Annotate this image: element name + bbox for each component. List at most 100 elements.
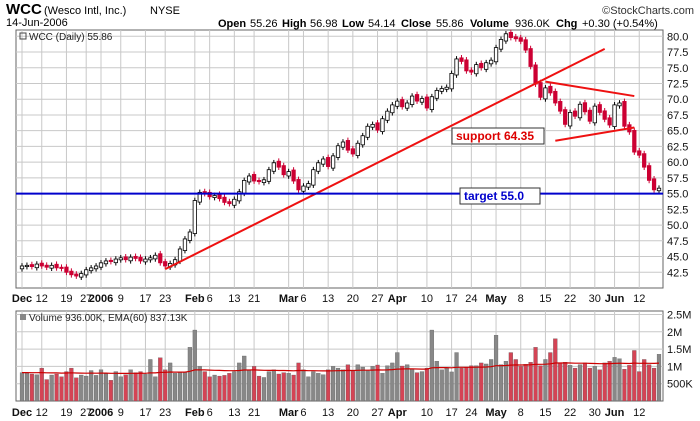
price-date-label: 27 (371, 293, 383, 305)
ticker-symbol: WCC (6, 1, 42, 18)
volume-bar (370, 366, 375, 402)
candle-body (266, 169, 272, 182)
candle-body (567, 112, 573, 127)
volume-bar (365, 370, 370, 402)
candle-body (409, 95, 415, 105)
volume-bar (390, 362, 395, 402)
candle-body (642, 153, 647, 168)
candle-body (498, 39, 504, 50)
volume-bar (395, 352, 400, 402)
open-label: Open (218, 18, 246, 30)
candle-body (350, 148, 355, 155)
candle-body (49, 264, 54, 269)
volume-bar (202, 371, 207, 402)
volume-bar (321, 374, 326, 402)
volume-bar (469, 365, 474, 402)
candle-body (177, 248, 183, 262)
volume-date-label: Mar (279, 407, 299, 419)
price-date-label: 2006 (89, 293, 113, 305)
price-gridlines (16, 30, 663, 288)
volume-tick-label: 500K (667, 379, 693, 391)
candle-body (29, 264, 35, 268)
volume-bar (281, 372, 286, 402)
candle-body (444, 86, 449, 90)
price-candles (19, 29, 662, 280)
volume-label: Volume (470, 18, 509, 30)
volume-bar (459, 367, 464, 402)
price-date-label: Mar (279, 293, 299, 305)
volume-date-label: 13 (322, 407, 334, 419)
candle-body (74, 273, 79, 277)
volume-bar (335, 367, 341, 402)
candle-body (335, 145, 341, 158)
volume-bar (98, 369, 104, 402)
price-tick-label: 67.5 (667, 110, 688, 122)
volume-bar (74, 377, 79, 402)
candle-body (656, 187, 662, 192)
volume-bar (444, 367, 449, 402)
price-tick-label: 65.0 (667, 126, 688, 138)
volume-bar (261, 377, 267, 402)
price-date-label: 10 (421, 293, 433, 305)
change-value: +0.30 (+0.54%) (582, 18, 658, 30)
volume-bar (291, 374, 296, 402)
candle-body (44, 264, 49, 268)
support-label: support 64.35 (456, 129, 534, 143)
close-value: 55.86 (436, 18, 464, 30)
candle-body (572, 110, 578, 117)
candle-body (301, 185, 306, 192)
candle-body (632, 129, 637, 153)
volume-bar (222, 375, 227, 402)
volume-bar (518, 366, 523, 402)
volume-bar (148, 359, 153, 402)
volume-bar (577, 364, 583, 402)
target-label-box (459, 187, 541, 205)
volume-bar (612, 357, 617, 402)
volume-bar (400, 365, 405, 402)
candle-body (197, 191, 202, 203)
volume-axis: 500K 1M 1.5M 2M 2.5M (667, 309, 693, 390)
candle-body (587, 109, 592, 122)
candle-body (375, 122, 380, 131)
candle-body (192, 200, 197, 234)
volume-date-label: 6 (300, 407, 306, 419)
volume-bar (434, 361, 439, 402)
high-label: High (282, 18, 307, 30)
candle-body (286, 171, 291, 177)
candle-body (553, 90, 558, 104)
price-date-label: Jun (605, 293, 625, 305)
volume-bar (153, 376, 158, 402)
candle-body (414, 94, 420, 102)
volume-bar (474, 365, 479, 402)
volume-bar (44, 379, 49, 402)
volume-bar (311, 371, 316, 402)
candle-body (306, 183, 311, 188)
volume-bar (592, 366, 597, 402)
price-tick-label: 50.0 (667, 220, 688, 232)
volume-bar (385, 365, 390, 402)
volume-date-label: 17 (445, 407, 457, 419)
volume-date-label: 8 (518, 407, 524, 419)
volume-bar (197, 366, 202, 402)
volume-bar (405, 364, 410, 402)
volume-bar (182, 371, 188, 402)
candle-body (518, 37, 523, 42)
candle-body (271, 162, 276, 172)
candle-body (523, 39, 528, 51)
candle-body (340, 141, 346, 148)
volume-bar (301, 369, 306, 402)
volume-bar (454, 352, 459, 402)
volume-tick-label: 1M (667, 361, 682, 373)
candle-body (281, 165, 286, 176)
candle-body (508, 31, 513, 38)
candle-body (242, 179, 247, 194)
candle-body (469, 69, 474, 73)
price-tick-label: 52.5 (667, 204, 688, 216)
volume-bar (513, 359, 518, 402)
volume-bar (503, 361, 508, 402)
volume-date-label: 21 (248, 407, 260, 419)
price-date-label: 27 (80, 293, 92, 305)
volume-legend-text: Volume 936.00K, EMA(60) 837.13K (29, 313, 188, 324)
